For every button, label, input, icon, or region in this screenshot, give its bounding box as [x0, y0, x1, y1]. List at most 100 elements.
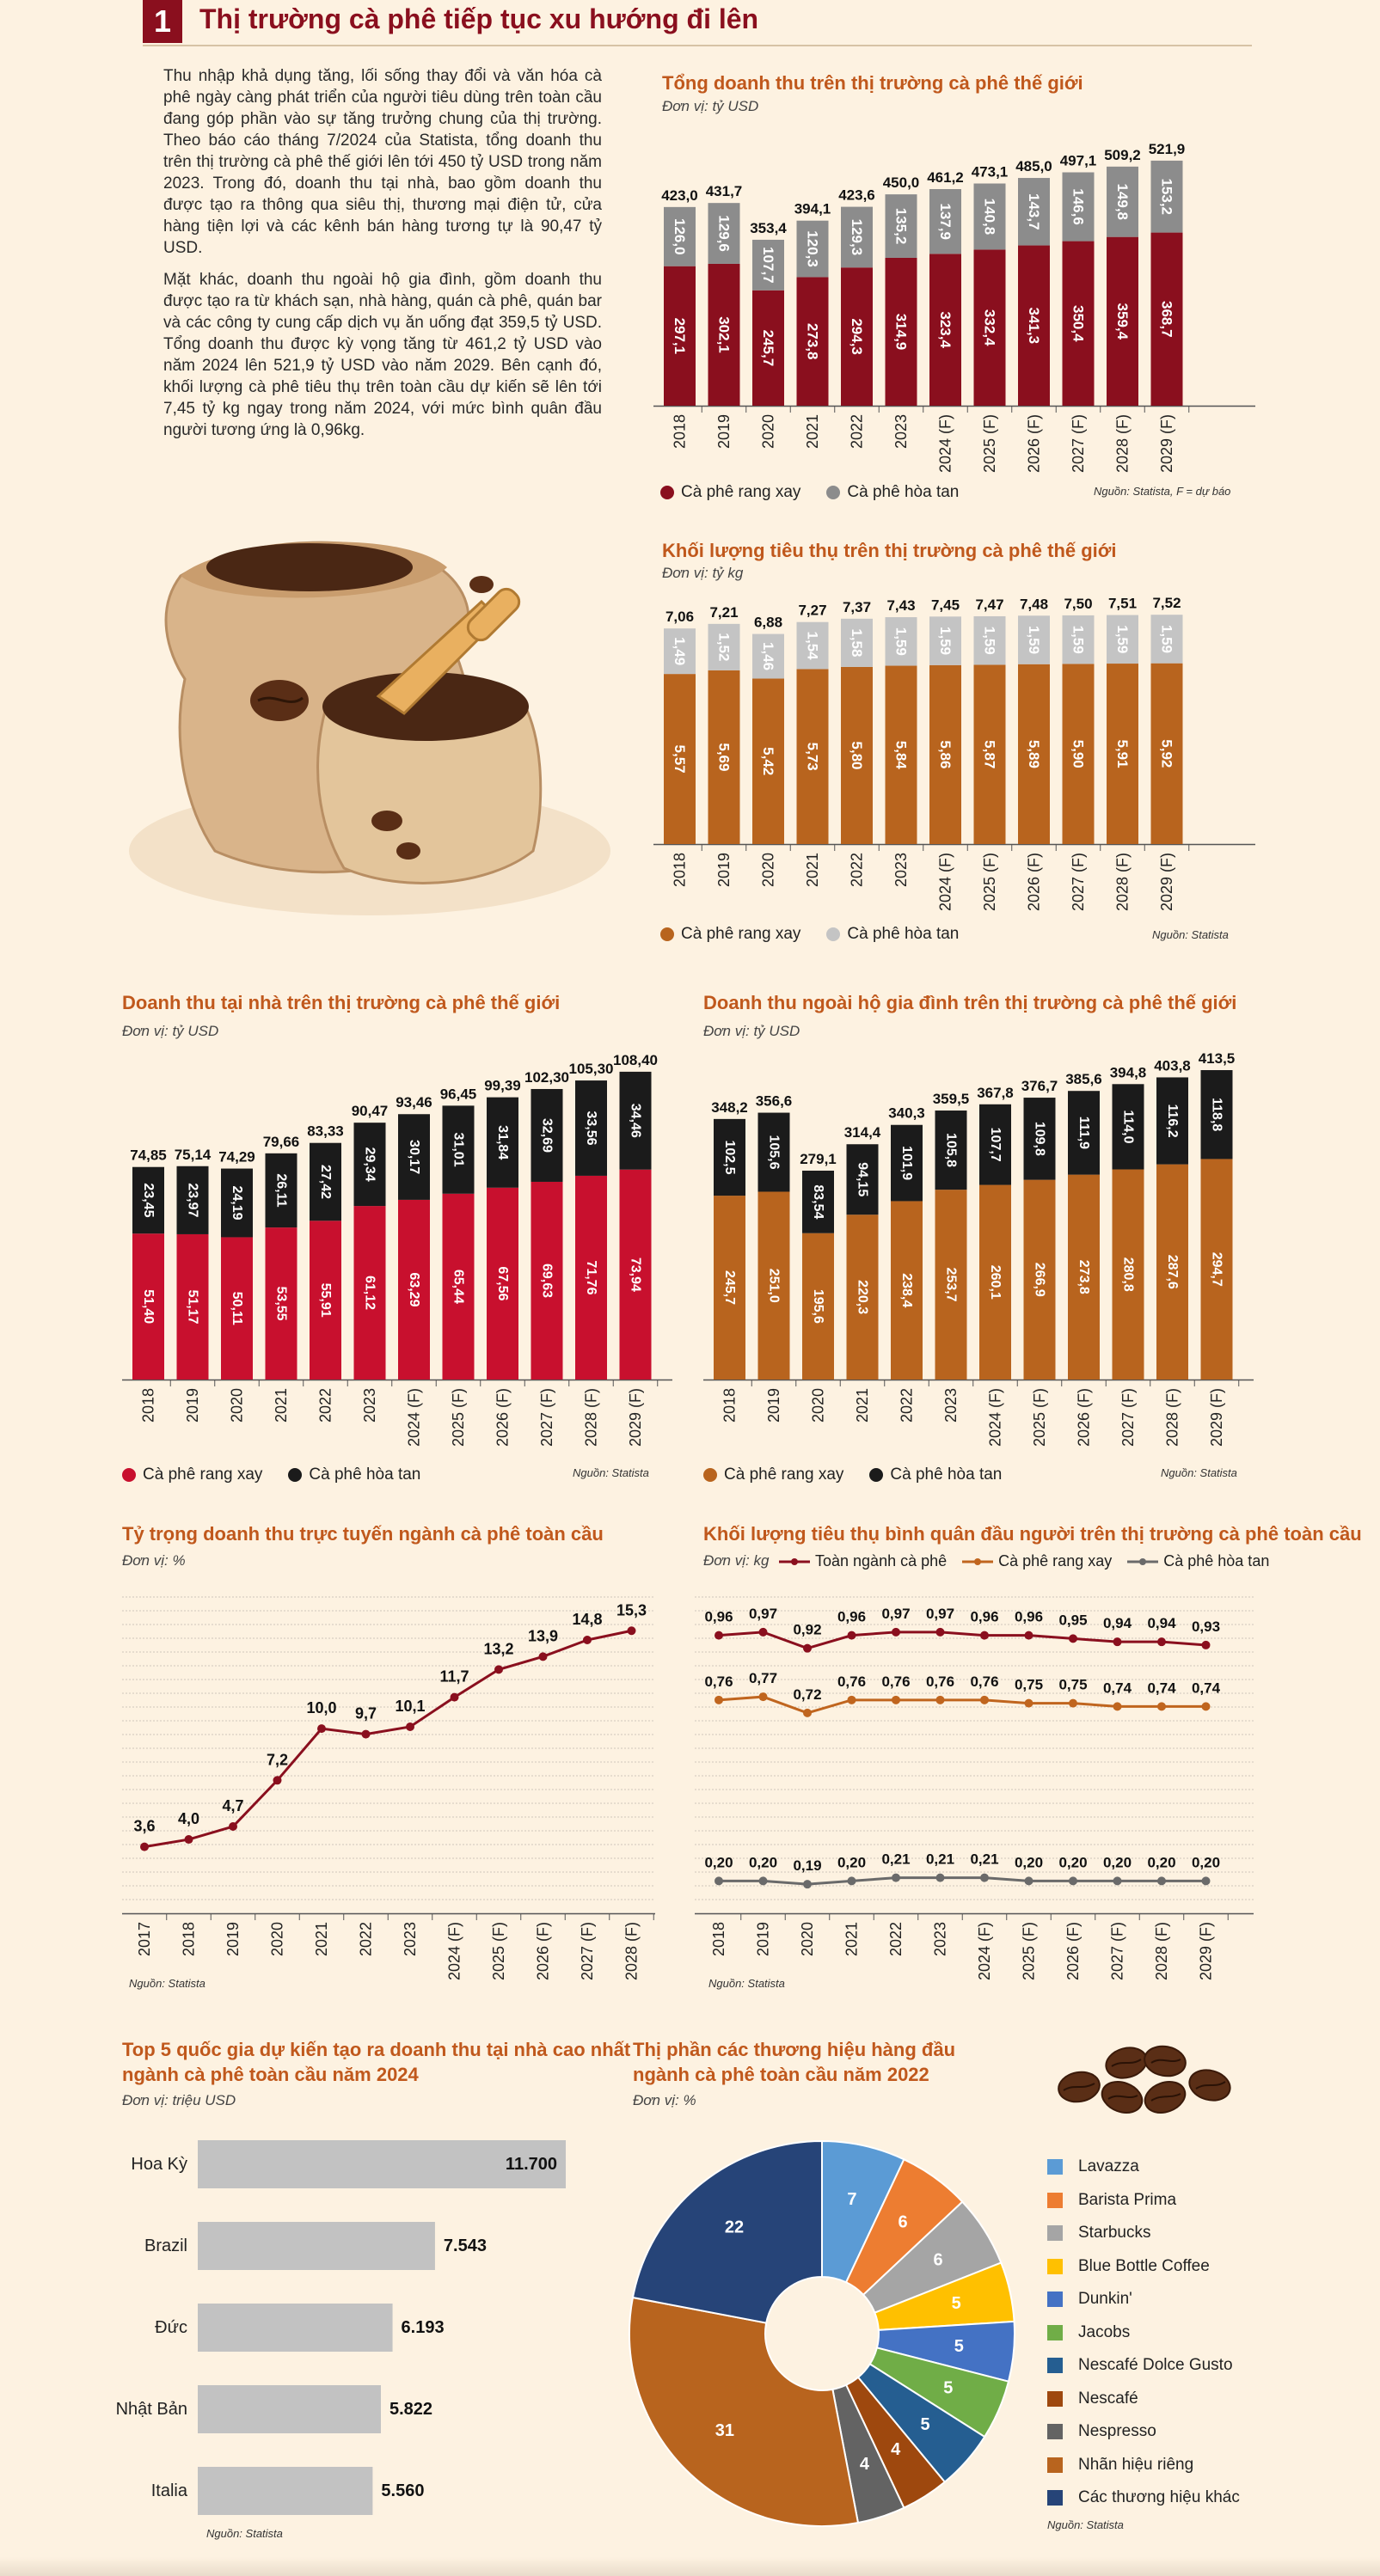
bar-segment	[796, 277, 829, 406]
x-tick-label: 2025 (F)	[981, 414, 998, 473]
chart-at-home-unit: Đơn vị: tỷ USD	[122, 1023, 219, 1039]
bar-segment	[935, 1111, 967, 1190]
legend-label: Cà phê rang xay	[143, 1465, 263, 1484]
data-label: 10,1	[395, 1698, 425, 1715]
data-point	[627, 1626, 636, 1636]
bar-value-label: 116,2	[1165, 1104, 1180, 1137]
bar-value-label: 120,3	[805, 230, 821, 267]
bar-segment	[979, 1104, 1011, 1185]
bar-segment	[1156, 1164, 1188, 1380]
x-tick-label: 2018	[710, 1922, 727, 1956]
bar-value-label: 83,54	[811, 1184, 825, 1219]
legend-label: Cà phê hòa tan	[309, 1465, 421, 1484]
bar-total-label: 461,2	[927, 169, 964, 186]
data-point	[1201, 1876, 1211, 1886]
data-point	[1113, 1876, 1122, 1886]
bar-value-label: 65,44	[451, 1270, 466, 1304]
bar-segment	[619, 1071, 652, 1170]
chart-at-home-source: Nguồn: Statista	[573, 1466, 649, 1479]
pie-legend-item: Lavazza	[1047, 2151, 1240, 2184]
data-point	[1157, 1702, 1166, 1711]
bar-value-label: 11.700	[506, 2155, 557, 2174]
data-label: 0,20	[1058, 1854, 1087, 1870]
data-point	[715, 1876, 723, 1886]
bar-value-label: 23,97	[186, 1183, 200, 1217]
bar-total-label: 497,1	[1060, 152, 1097, 168]
bar-value-label: 260,1	[988, 1265, 1003, 1300]
series-line	[718, 1631, 1206, 1650]
bar-value-label: 273,8	[805, 323, 821, 360]
bar-value-label: 94,15	[856, 1162, 870, 1196]
pie-legend-item: Blue Bottle Coffee	[1047, 2250, 1240, 2284]
x-tick-label: 2029 (F)	[1198, 1922, 1215, 1980]
pie-slice	[629, 2296, 860, 2527]
x-tick-label: 2028 (F)	[1114, 414, 1132, 473]
pie-legend-item: Nespresso	[1047, 2415, 1240, 2449]
chart-top5-title-line2: ngành cà phê toàn cầu năm 2024	[122, 2064, 419, 2085]
bar-segment	[1107, 166, 1138, 237]
data-label: 0,20	[1103, 1854, 1132, 1870]
bar-segment	[221, 1237, 253, 1380]
bar-value-label: 73,94	[629, 1257, 643, 1292]
bar-value-label: 5,87	[982, 740, 998, 768]
x-tick-label: 2028 (F)	[1114, 853, 1132, 911]
data-label: 0,93	[1192, 1618, 1220, 1635]
data-point	[1201, 1702, 1211, 1711]
legend-swatch-icon	[1047, 2490, 1063, 2506]
bar-value-label: 5,86	[937, 740, 954, 768]
x-tick-label: 2025 (F)	[981, 853, 998, 911]
data-point	[803, 1708, 812, 1717]
bar-value-label: 51,17	[186, 1289, 200, 1324]
pie-slice-label: 6	[898, 2213, 907, 2232]
x-tick-label: 2027 (F)	[1119, 1388, 1137, 1447]
chart-brand-title-line1: Thị phần các thương hiệu hàng đầu	[633, 2039, 956, 2060]
pie-slice-label: 5	[952, 2294, 961, 2313]
bar-segment	[442, 1193, 475, 1380]
x-tick-label: 2025 (F)	[490, 1922, 507, 1980]
legend-label: Dunkin'	[1078, 2290, 1132, 2309]
x-tick-label: 2021	[804, 414, 821, 449]
legend-label: Cà phê rang xay	[681, 483, 801, 501]
legend-swatch-icon	[1047, 2424, 1063, 2440]
bar-segment	[1023, 1098, 1056, 1180]
bar-segment	[664, 266, 696, 406]
data-point	[140, 1842, 149, 1851]
section-number-badge: 1	[143, 0, 182, 43]
chart-online-share-title: Tỷ trọng doanh thu trực tuyến ngành cà p…	[122, 1523, 604, 1545]
data-label: 0,75	[1058, 1677, 1087, 1693]
bar-total-label: 75,14	[175, 1147, 212, 1163]
bar-value-label: 107,7	[760, 247, 776, 284]
bar-segment	[1107, 615, 1138, 664]
bar-value-label: 146,6	[1070, 188, 1087, 225]
bar-segment	[708, 203, 740, 264]
bar-value-label: 1,59	[1026, 626, 1042, 654]
bar-segment	[1062, 664, 1095, 844]
legend-dot-icon	[122, 1468, 136, 1482]
chart-volume-unit: Đơn vị: tỷ kg	[662, 565, 744, 581]
x-tick-label: 2026 (F)	[1026, 414, 1043, 473]
x-tick-label: 2021	[843, 1922, 861, 1956]
pie-slice	[631, 2139, 823, 2324]
data-point	[273, 1776, 282, 1785]
bar-value-label: 5,69	[716, 743, 733, 771]
x-tick-label: 2020	[229, 1388, 246, 1423]
chart-brand-legend: Lavazza Barista Prima Starbucks Blue Bot…	[1047, 2151, 1240, 2515]
data-point	[847, 1876, 856, 1886]
bar-segment	[1112, 1169, 1144, 1380]
bar-value-label: 5,89	[1026, 740, 1042, 768]
bar-segment	[841, 666, 873, 844]
data-point	[450, 1692, 459, 1702]
x-tick-label: 2022	[899, 1388, 916, 1423]
data-label: 0,20	[837, 1854, 866, 1870]
bar-segment	[1107, 664, 1138, 844]
bar-value-label: 53,55	[274, 1287, 289, 1321]
bar-segment	[1018, 664, 1050, 844]
bar-segment	[708, 263, 740, 406]
data-label: 0,97	[749, 1606, 777, 1622]
chart-volume-source: Nguồn: Statista	[1152, 928, 1229, 941]
bar-value-label: 129,6	[716, 215, 733, 252]
bar-total-label: 423,0	[661, 187, 698, 204]
bar-segment	[714, 1118, 745, 1196]
bar-value-label: 126,0	[672, 218, 688, 255]
bar-total-label: 7,45	[931, 597, 960, 613]
